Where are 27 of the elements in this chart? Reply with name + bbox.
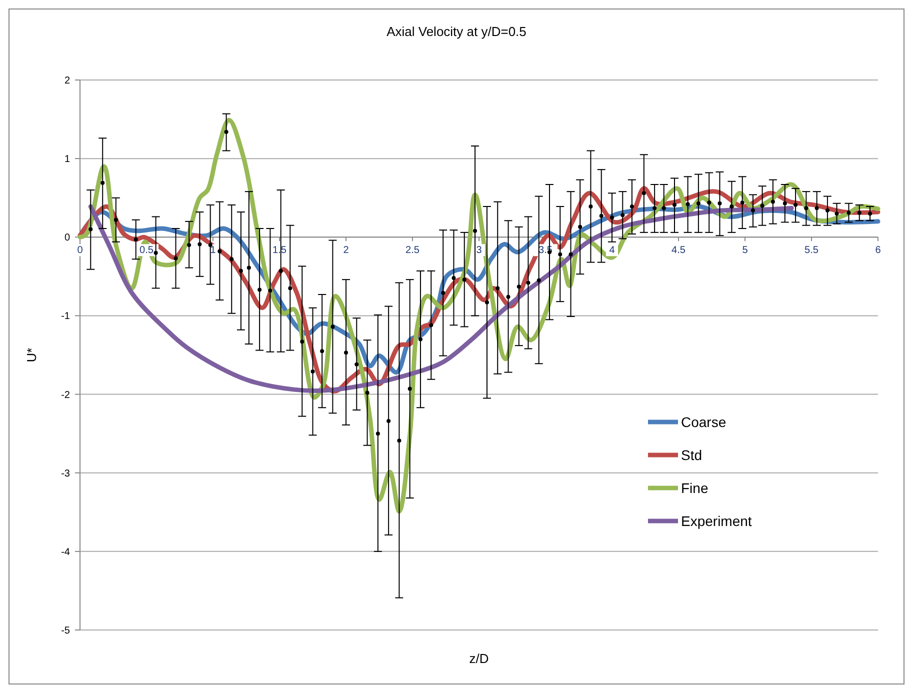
x-tick-label: 2: [343, 245, 350, 256]
legend-label: Std: [681, 446, 702, 463]
y-tick-label: -2: [61, 390, 70, 401]
line-series: [88, 204, 794, 393]
x-tick-label: 5: [742, 245, 748, 256]
y-tick-label: 1: [64, 154, 70, 166]
legend-label: Coarse: [681, 414, 726, 430]
x-tick-label: 0: [77, 245, 84, 256]
y-tick-label: -3: [61, 468, 70, 480]
y-tick-label: 0: [64, 232, 70, 244]
x-axis-title: z/D: [469, 651, 489, 666]
y-tick-label: -4: [61, 546, 70, 558]
legend-label: Fine: [681, 480, 708, 496]
y-tick-label: -1: [61, 311, 70, 322]
x-tick-label: 4.5: [672, 245, 686, 256]
y-tick-label: -5: [61, 626, 70, 636]
x-tick-label: 6: [875, 245, 882, 256]
chart-title: Axial Velocity at y/D=0.5: [386, 24, 526, 39]
x-tick-label: 0.5: [140, 245, 154, 256]
x-tick-label: 3: [476, 245, 482, 256]
x-tick-label: 5.5: [804, 245, 819, 256]
x-tick-label: 2.5: [406, 245, 420, 256]
y-tick-label: 2: [64, 76, 70, 86]
x-tick-label: 4: [609, 245, 616, 256]
legend-label: Experiment: [681, 512, 752, 529]
x-tick-label: 1: [210, 245, 216, 256]
y-axis-title: U*: [24, 348, 39, 362]
